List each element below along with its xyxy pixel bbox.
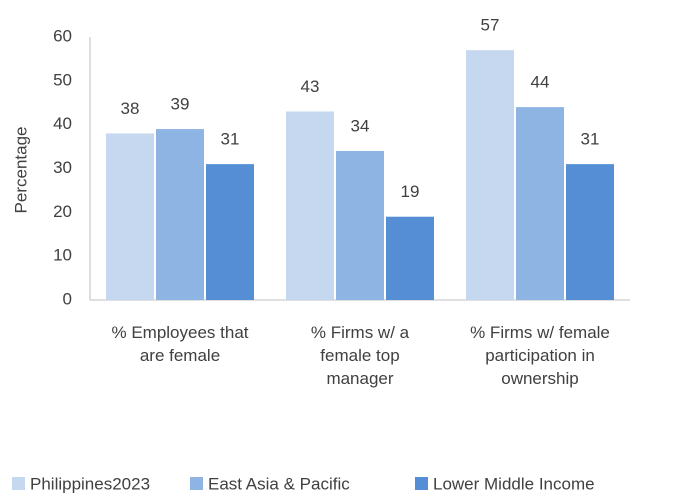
- legend-label: Lower Middle Income: [433, 474, 595, 493]
- y-tick-label: 40: [53, 114, 72, 133]
- x-tick-label: % Employees that are female: [111, 323, 249, 365]
- y-tick-label: 20: [53, 202, 72, 221]
- bar: [206, 164, 254, 300]
- y-tick-label: 60: [53, 26, 72, 45]
- bar: [156, 129, 204, 300]
- y-tick-label: 30: [53, 158, 72, 177]
- data-label: 43: [301, 77, 320, 96]
- bar: [386, 216, 434, 300]
- data-label: 39: [171, 95, 190, 114]
- data-label: 31: [581, 130, 600, 149]
- y-tick-label: 0: [63, 289, 72, 308]
- x-tick-label: % Firms w/ female participation in owner…: [470, 323, 610, 388]
- data-label: 38: [121, 99, 140, 118]
- legend-swatch: [190, 477, 203, 490]
- bar: [466, 50, 514, 301]
- y-axis-label: Percentage: [11, 127, 30, 214]
- data-label: 44: [531, 73, 550, 92]
- data-label: 34: [351, 116, 370, 135]
- bar: [286, 111, 334, 301]
- bar: [516, 107, 564, 300]
- y-tick-label: 50: [53, 70, 72, 89]
- data-label: 19: [401, 182, 420, 201]
- legend-label: Philippines2023: [30, 474, 150, 493]
- bar: [566, 164, 614, 300]
- data-label: 57: [481, 16, 500, 35]
- bar: [106, 133, 154, 300]
- legend-label: East Asia & Pacific: [208, 474, 350, 493]
- data-label: 31: [221, 130, 240, 149]
- bar: [336, 150, 384, 300]
- legend-swatch: [12, 477, 25, 490]
- legend-swatch: [415, 477, 428, 490]
- y-tick-label: 10: [53, 246, 72, 265]
- x-tick-label: % Firms w/ a female top manager: [310, 323, 410, 388]
